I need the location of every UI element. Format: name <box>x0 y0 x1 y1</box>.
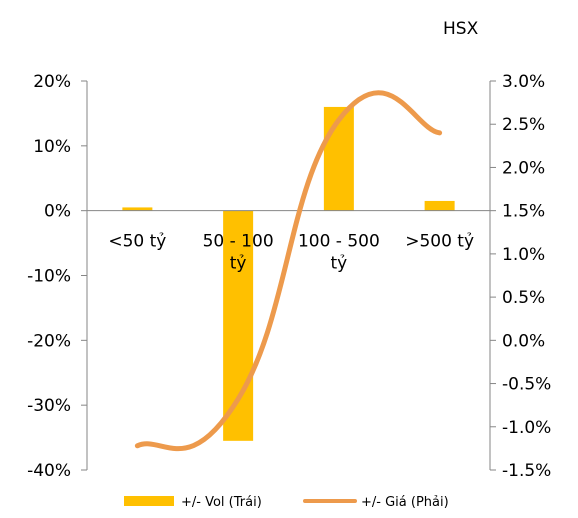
left-axis-tick-label: -10% <box>27 267 71 287</box>
right-axis-tick-label: -1.5% <box>502 461 551 481</box>
bar <box>323 106 354 211</box>
left-axis-tick-label: -40% <box>27 461 71 481</box>
right-axis-tick-label: 1.0% <box>502 245 545 265</box>
plot-area: 20% 10% 0% -10% -20% -30% -40% 3.0% 2.5% 2.0% 1.5%… <box>27 72 551 481</box>
right-axis-tick-label: -0.5% <box>502 375 551 395</box>
right-axis-tick-label: 2.0% <box>502 158 545 178</box>
category-label: >500 tỷ <box>405 232 474 252</box>
bar <box>122 207 153 211</box>
category-label: 50 - 100 <box>203 232 274 252</box>
left-axis-tick-label: -30% <box>27 396 71 416</box>
category-label: tỷ <box>331 254 348 274</box>
right-axis-tick-label: 0.0% <box>502 331 545 351</box>
right-axis-tick-label: 0.5% <box>502 288 545 308</box>
left-axis-tick-label: 0% <box>44 202 71 222</box>
category-label: <50 tỷ <box>108 232 166 252</box>
legend-swatch-vol <box>124 496 174 506</box>
legend-label-price: +/- Giá (Phải) <box>361 495 449 510</box>
right-axis-tick-label: 3.0% <box>502 72 545 92</box>
legend: +/- Vol (Trái) +/- Giá (Phải) <box>124 495 449 510</box>
category-label: tỷ <box>230 254 247 274</box>
right-axis-tick-label: 1.5% <box>502 202 545 222</box>
left-axis-tick-label: 20% <box>33 72 71 92</box>
left-axis-tick-label: 10% <box>33 137 71 157</box>
corner-label: HSX <box>443 19 479 39</box>
right-axis-tick-label: -1.0% <box>502 418 551 438</box>
right-axis-tick-label: 2.5% <box>502 115 545 135</box>
bar <box>424 200 455 211</box>
legend-label-vol: +/- Vol (Trái) <box>181 495 262 510</box>
category-label: 100 - 500 <box>298 232 380 252</box>
left-axis-tick-label: -20% <box>27 331 71 351</box>
price-line <box>134 90 443 452</box>
